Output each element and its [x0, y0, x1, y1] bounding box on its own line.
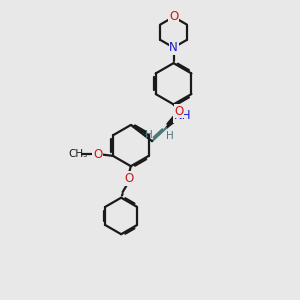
Text: H: H [145, 130, 152, 140]
Text: O: O [169, 11, 178, 23]
Text: N: N [169, 41, 178, 54]
Text: O: O [93, 148, 102, 161]
Text: NH: NH [174, 109, 191, 122]
Text: H: H [166, 131, 174, 141]
Text: O: O [124, 172, 133, 185]
Text: O: O [174, 105, 184, 118]
Text: CH₃: CH₃ [68, 149, 88, 159]
